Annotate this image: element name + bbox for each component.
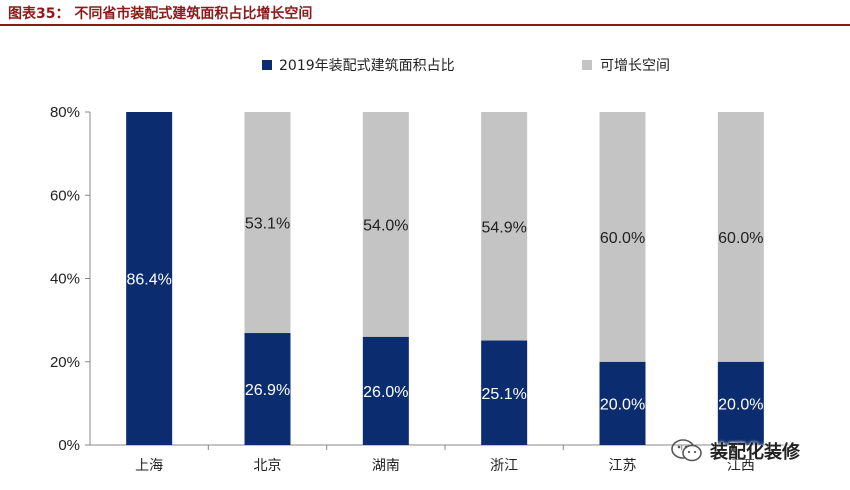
data-label-secondary: 60.0% [718,230,763,247]
legend-swatch-secondary [582,60,592,70]
data-label-primary: 86.4% [126,272,171,289]
y-tick-label: 0% [58,437,80,454]
y-tick-label: 40% [50,271,80,288]
bar-primary [244,333,291,445]
figure-header: 图表35： 不同省市装配式建筑面积占比增长空间 [0,0,850,26]
bar-primary [481,340,528,445]
data-label-primary: 20.0% [600,396,645,413]
data-labels: 86.4% 53.1% 26.9% 54.0% 26.0% 54.9% 25.1% 60.0%… [126,216,763,414]
bar-secondary [481,112,528,341]
y-axis: 0% 20% 40% 60% 80% [50,104,91,454]
bar-primary [362,336,409,445]
data-label-secondary: 53.1% [245,216,290,233]
category-label: 江苏 [609,458,637,474]
title-rule [0,24,850,26]
legend-label-primary: 2019年装配式建筑面积占比 [279,58,455,74]
watermark: 装配化装修 [670,436,800,466]
category-label: 上海 [135,458,163,474]
data-label-primary: 25.1% [481,386,526,403]
bar-secondary [599,112,646,362]
x-axis: 上海 北京 湖南 浙江 江苏 江西 [90,444,800,474]
data-label-secondary: 54.0% [363,217,408,234]
bar-primary [126,112,173,445]
category-label: 北京 [254,458,282,474]
watermark-text: 装配化装修 [710,442,800,463]
data-label-secondary: 54.9% [481,219,526,236]
bar-primary [717,361,764,445]
data-label-primary: 26.0% [363,384,408,401]
figure-title: 图表35： 不同省市装配式建筑面积占比增长空间 [8,6,313,22]
legend-swatch-primary [262,60,272,70]
y-tick-label: 60% [50,187,80,204]
legend-label-secondary: 可增长空间 [600,58,670,74]
legend: 2019年装配式建筑面积占比 可增长空间 [262,58,670,74]
y-tick-label: 20% [50,354,80,371]
bar-primary [599,361,646,445]
wechat-icon [671,439,702,462]
category-label: 江西 [727,458,755,474]
category-label: 浙江 [490,458,518,474]
bar-secondary [362,112,409,337]
bar-secondary [717,112,764,362]
data-label-secondary: 60.0% [600,230,645,247]
data-label-primary: 20.0% [718,396,763,413]
data-label-primary: 26.9% [245,382,290,399]
category-label: 湖南 [372,458,400,474]
bar-secondary [244,112,291,334]
bars [126,112,764,445]
y-tick-label: 80% [50,104,80,121]
